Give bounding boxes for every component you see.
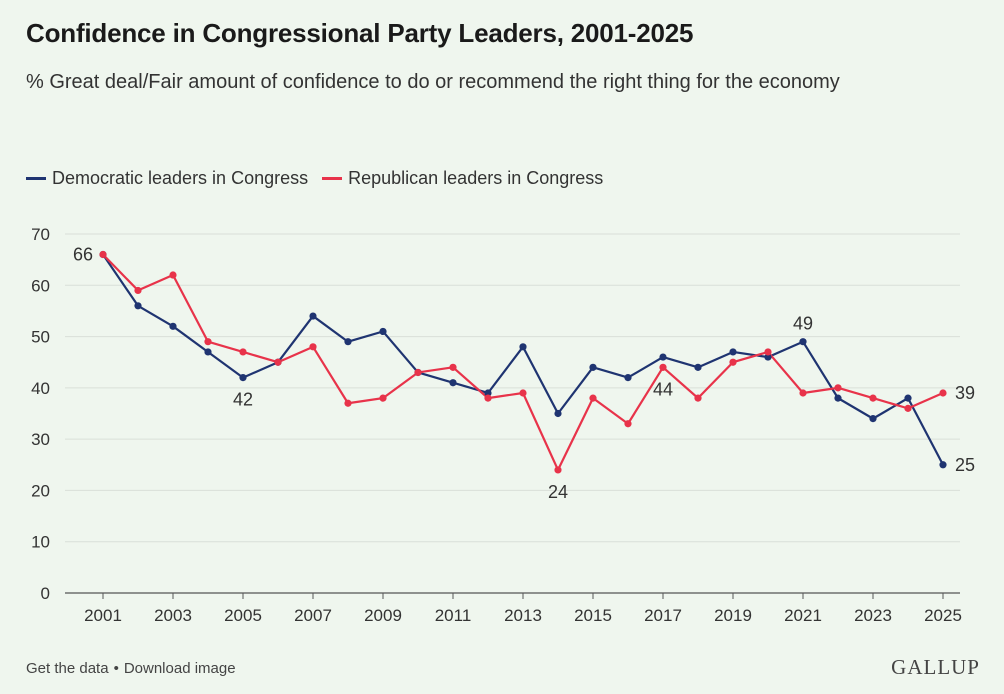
data-point-republican	[134, 286, 142, 295]
data-point-democratic	[659, 353, 667, 361]
data-point-republican	[379, 394, 387, 402]
x-tick-label: 2015	[574, 606, 612, 625]
x-tick-label: 2009	[364, 606, 402, 625]
series-lines	[101, 253, 945, 472]
data-point-democratic	[834, 394, 842, 402]
legend-swatch-republican	[322, 177, 343, 180]
data-label: 49	[793, 314, 813, 334]
download-image-link[interactable]: Download image	[123, 660, 236, 677]
y-tick-label: 10	[31, 533, 50, 552]
y-tick-label: 50	[31, 328, 50, 347]
data-point-republican	[694, 394, 702, 402]
data-point-democratic	[694, 363, 702, 371]
data-point-democratic	[309, 312, 317, 320]
x-tick-label: 2025	[924, 606, 962, 625]
data-point-republican	[834, 384, 842, 392]
legend-item-republican: Republican leaders in Congress	[322, 168, 603, 189]
data-label: 24	[548, 482, 568, 502]
data-point-republican	[239, 348, 247, 356]
get-data-link[interactable]: Get the data	[26, 660, 109, 677]
gallup-logo: GALLUP	[891, 655, 980, 679]
series-line-democratic	[101, 253, 945, 466]
data-point-republican	[729, 358, 737, 366]
chart-subtitle: % Great deal/Fair amount of confidence t…	[26, 71, 840, 93]
x-tick-label: 2019	[714, 606, 752, 625]
x-tick-label: 2001	[84, 606, 122, 625]
data-point-republican	[449, 363, 457, 371]
data-label: 39	[955, 383, 975, 403]
x-tick-label: 2013	[504, 606, 542, 625]
legend-item-democratic: Democratic leaders in Congress	[26, 168, 308, 189]
y-tick-label: 40	[31, 379, 50, 398]
legend-swatch-democratic	[26, 177, 46, 180]
data-point-republican	[414, 368, 422, 377]
data-label: 66	[73, 245, 93, 265]
data-point-democratic	[134, 302, 142, 310]
x-tick-label: 2023	[854, 606, 892, 625]
data-point-republican	[204, 338, 212, 346]
data-point-democratic	[344, 338, 352, 346]
y-tick-label: 70	[31, 225, 50, 244]
data-point-republican	[799, 389, 807, 397]
y-tick-label: 20	[31, 481, 50, 500]
data-point-republican	[554, 466, 562, 474]
data-point-democratic	[204, 348, 212, 356]
x-tick-label: 2021	[784, 606, 822, 625]
data-point-republican	[274, 358, 282, 366]
data-point-republican	[99, 250, 107, 259]
data-point-republican	[309, 343, 317, 351]
data-point-democratic	[799, 338, 807, 346]
data-point-democratic	[764, 353, 772, 361]
x-tick-label: 2017	[644, 606, 682, 625]
data-points	[99, 250, 947, 474]
data-point-democratic	[554, 409, 562, 418]
data-labels: 66 42 24 44 49 39 25	[73, 245, 975, 502]
data-label: 25	[955, 455, 975, 475]
x-tick-label: 2005	[224, 606, 262, 625]
chart-title: Confidence in Congressional Party Leader…	[26, 18, 694, 48]
y-tick-label: 0	[41, 584, 50, 603]
x-tick-label: 2003	[154, 606, 192, 625]
data-point-democratic	[239, 374, 247, 382]
data-point-democratic	[449, 379, 457, 387]
legend-label-republican: Republican leaders in Congress	[348, 168, 604, 188]
data-point-democratic	[379, 327, 387, 336]
data-point-republican	[519, 389, 527, 397]
data-point-republican	[764, 348, 772, 356]
data-point-democratic	[904, 394, 912, 402]
legend: Democratic leaders in Congress Republica…	[26, 168, 617, 189]
axes: 0 10 20 30 40 50 60 70 2001 2003 2005 2007 2009 2011 2…	[31, 225, 962, 625]
data-point-republican	[659, 363, 667, 371]
data-point-democratic	[939, 461, 947, 469]
data-point-democratic	[624, 374, 632, 382]
data-point-democratic	[589, 363, 597, 371]
x-tick-label: 2011	[435, 606, 472, 625]
data-point-democratic	[484, 389, 492, 397]
footer-links: Get the data • Download image	[26, 660, 236, 677]
footer-separator: •	[113, 660, 119, 677]
data-point-republican	[484, 394, 492, 402]
data-point-republican	[869, 394, 877, 402]
data-point-republican	[169, 271, 177, 279]
data-point-democratic	[519, 343, 527, 351]
x-tick-label: 2007	[294, 606, 332, 625]
legend-label-democratic: Democratic leaders in Congress	[52, 168, 309, 188]
data-label: 44	[653, 379, 673, 399]
data-point-republican	[344, 399, 352, 407]
data-label: 42	[233, 390, 253, 410]
data-point-democratic	[729, 348, 737, 356]
data-point-republican	[624, 420, 632, 428]
data-point-republican	[939, 389, 947, 397]
data-point-democratic	[169, 322, 177, 330]
data-point-republican	[589, 394, 597, 402]
data-point-republican	[904, 404, 912, 412]
grid	[65, 233, 960, 594]
data-point-democratic	[869, 415, 877, 423]
y-tick-label: 60	[31, 276, 50, 295]
y-tick-label: 30	[31, 430, 50, 449]
